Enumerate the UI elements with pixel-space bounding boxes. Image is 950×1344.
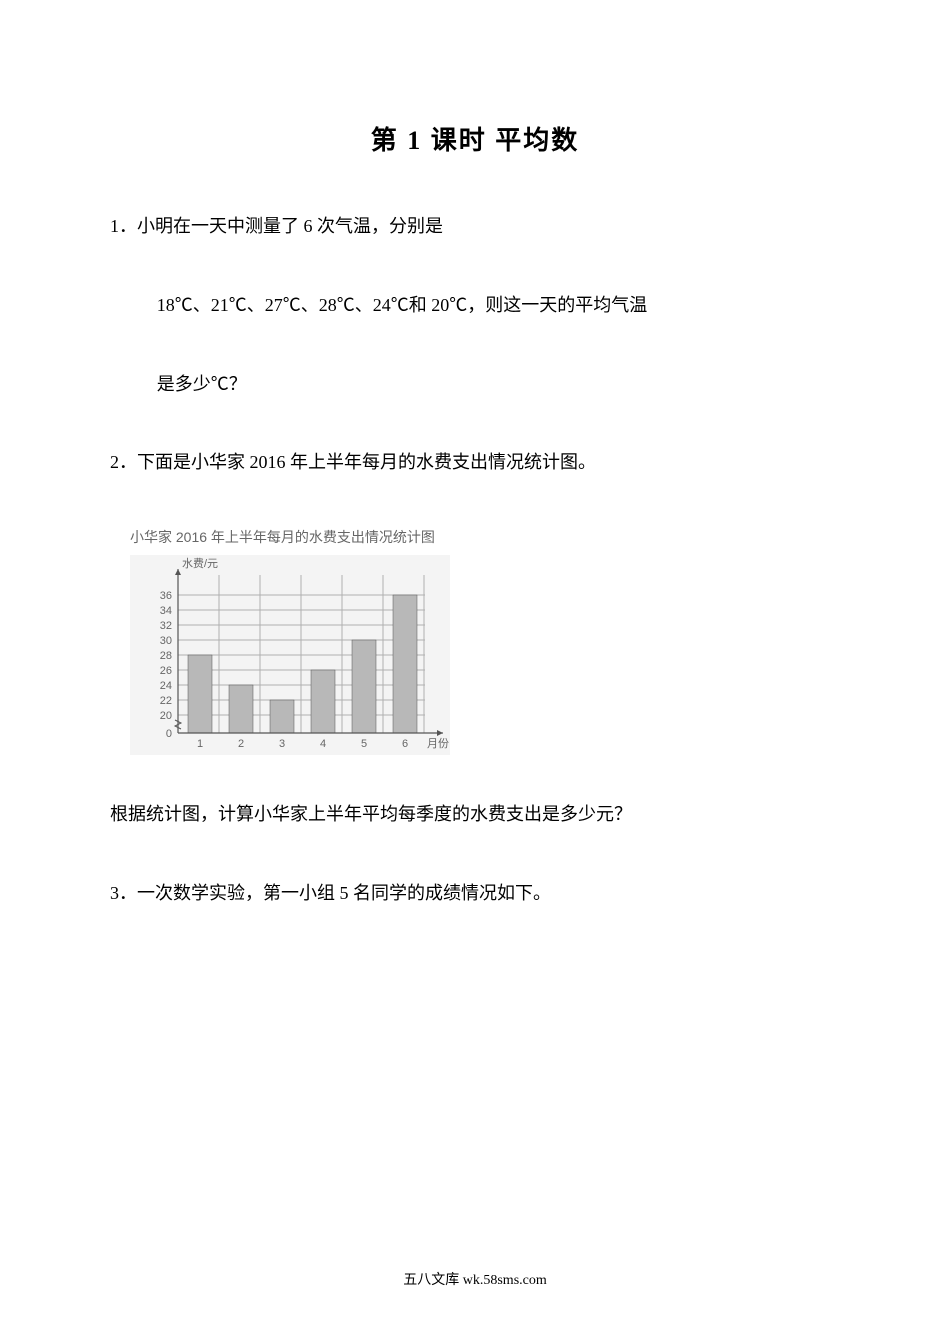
bar-chart: 2022242628303234360123456水费/元月份 xyxy=(130,555,450,755)
chart-title: 小华家 2016 年上半年每月的水费支出情况统计图 xyxy=(130,527,840,547)
svg-text:2: 2 xyxy=(238,738,244,750)
svg-text:1: 1 xyxy=(197,738,203,750)
problem-2-line-1: 2．下面是小华家 2016 年上半年每月的水费支出情况统计图。 xyxy=(110,448,840,477)
problem-2-line-2: 根据统计图，计算小华家上半年平均每季度的水费支出是多少元？ xyxy=(110,800,840,829)
svg-text:22: 22 xyxy=(160,695,172,707)
svg-text:水费/元: 水费/元 xyxy=(182,557,218,570)
svg-text:5: 5 xyxy=(361,738,367,750)
svg-text:36: 36 xyxy=(160,590,172,602)
svg-text:30: 30 xyxy=(160,635,172,647)
svg-text:24: 24 xyxy=(160,680,172,692)
svg-text:20: 20 xyxy=(160,710,172,722)
problem-1-line-1: 1．小明在一天中测量了 6 次气温，分别是 xyxy=(110,212,840,241)
svg-text:26: 26 xyxy=(160,665,172,677)
problem-1-line-3: 是多少℃？ xyxy=(110,370,840,399)
svg-text:6: 6 xyxy=(402,738,408,750)
svg-text:28: 28 xyxy=(160,650,172,662)
svg-text:34: 34 xyxy=(160,605,172,617)
svg-text:32: 32 xyxy=(160,620,172,632)
svg-text:月份: 月份 xyxy=(427,737,449,750)
page-title: 第 1 课时 平均数 xyxy=(110,120,840,157)
bar-chart-container: 小华家 2016 年上半年每月的水费支出情况统计图 20222426283032… xyxy=(130,527,840,755)
problem-1: 1．小明在一天中测量了 6 次气温，分别是 18℃、21℃、27℃、28℃、24… xyxy=(110,212,840,398)
svg-text:0: 0 xyxy=(166,728,172,740)
problem-3: 3．一次数学实验，第一小组 5 名同学的成绩情况如下。 xyxy=(110,879,840,908)
problem-2: 2．下面是小华家 2016 年上半年每月的水费支出情况统计图。 小华家 2016… xyxy=(110,448,840,829)
problem-1-line-2: 18℃、21℃、27℃、28℃、24℃和 20℃，则这一天的平均气温 xyxy=(110,291,840,320)
footer: 五八文库 wk.58sms.com xyxy=(0,1269,950,1289)
svg-text:4: 4 xyxy=(320,738,326,750)
svg-text:3: 3 xyxy=(279,738,285,750)
problem-3-line-1: 3．一次数学实验，第一小组 5 名同学的成绩情况如下。 xyxy=(110,879,840,908)
